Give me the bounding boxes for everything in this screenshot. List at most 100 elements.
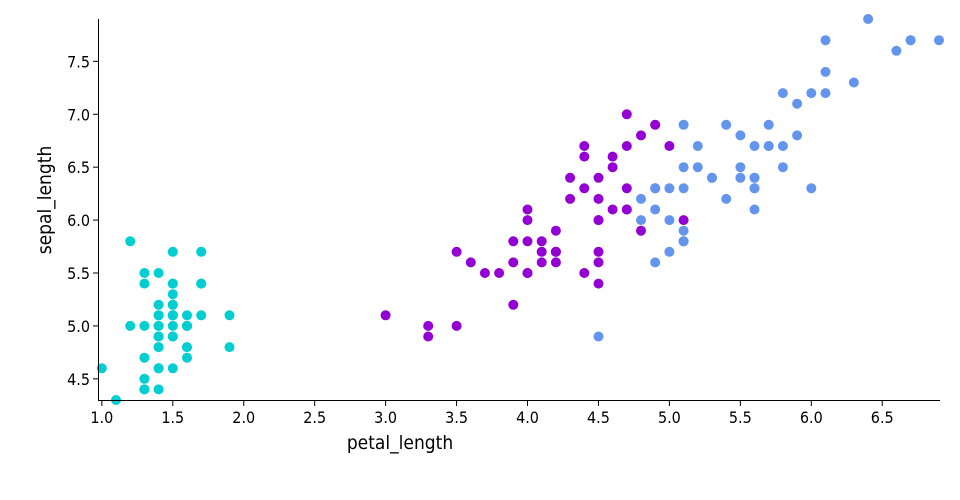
- data-point: [678, 236, 689, 247]
- data-point: [125, 236, 136, 247]
- x-tick-label: 5.0: [658, 408, 681, 427]
- data-point: [607, 162, 618, 173]
- x-tick-label: 1.0: [90, 408, 113, 427]
- data-point: [167, 310, 178, 321]
- data-point: [593, 215, 604, 226]
- data-point: [167, 331, 178, 342]
- data-point: [678, 162, 689, 173]
- data-point: [721, 193, 732, 204]
- data-point: [167, 320, 178, 331]
- data-point: [153, 320, 164, 331]
- data-point: [692, 162, 703, 173]
- data-point: [182, 342, 192, 353]
- x-tick-label: 6.0: [800, 408, 823, 427]
- data-point: [792, 130, 803, 141]
- data-point: [579, 151, 590, 162]
- data-point: [636, 225, 646, 236]
- data-point: [593, 246, 604, 257]
- x-tick-label: 5.5: [729, 408, 752, 427]
- data-point: [153, 363, 164, 374]
- data-point: [565, 172, 576, 183]
- data-point: [820, 66, 831, 77]
- data-point: [806, 183, 817, 194]
- data-point: [891, 45, 902, 56]
- data-point: [125, 320, 136, 331]
- data-point: [650, 119, 661, 130]
- data-point: [749, 172, 760, 183]
- data-point: [508, 257, 519, 268]
- data-point: [494, 268, 505, 278]
- y-tick-label: 6.0: [67, 211, 90, 230]
- data-point: [167, 246, 178, 257]
- data-point: [182, 320, 192, 331]
- data-point: [650, 257, 661, 268]
- data-point: [664, 215, 675, 226]
- data-point: [806, 88, 817, 99]
- data-point: [167, 363, 178, 374]
- data-point: [139, 373, 150, 384]
- data-point: [621, 183, 632, 194]
- y-tick-label: 6.5: [67, 158, 90, 177]
- data-point: [650, 204, 661, 215]
- data-point: [196, 310, 207, 321]
- data-point: [707, 172, 717, 183]
- data-point: [224, 310, 235, 321]
- x-axis-title: petal_length: [347, 432, 453, 454]
- data-point: [536, 246, 547, 257]
- x-tick-label: 3.0: [374, 408, 397, 427]
- data-point: [621, 141, 632, 151]
- data-point: [423, 331, 434, 342]
- data-point: [820, 88, 831, 99]
- x-axis-ticks: 1.0 1.5 2.0 2.5 3.0 3.5 4.0 4.5 5.0 5.5 6.0 6.5: [90, 400, 894, 427]
- data-point: [182, 352, 192, 363]
- data-point: [139, 320, 150, 331]
- x-tick-label: 2.5: [303, 408, 326, 427]
- data-point: [735, 162, 746, 173]
- y-tick-label: 4.5: [67, 370, 90, 389]
- data-point: [423, 320, 434, 331]
- data-point: [863, 14, 874, 24]
- data-point: [650, 183, 661, 194]
- data-point: [196, 246, 207, 257]
- y-axis-title: sepal_length: [34, 146, 56, 255]
- data-point: [167, 289, 178, 300]
- data-point: [153, 342, 164, 353]
- data-point: [621, 109, 632, 120]
- data-point: [196, 278, 207, 289]
- data-point: [451, 246, 462, 257]
- data-point: [749, 204, 760, 215]
- data-point: [934, 35, 944, 46]
- points-layer: [96, 14, 944, 405]
- data-point: [550, 225, 561, 236]
- data-point: [550, 246, 561, 257]
- data-point: [380, 310, 391, 321]
- data-point: [777, 141, 788, 151]
- y-tick-label: 7.0: [67, 105, 90, 124]
- data-point: [636, 130, 646, 141]
- data-point: [593, 331, 604, 342]
- data-point: [167, 299, 178, 310]
- data-point: [139, 268, 150, 278]
- data-point: [636, 193, 646, 204]
- data-point: [139, 384, 150, 395]
- data-point: [153, 299, 164, 310]
- y-tick-label: 5.5: [67, 264, 90, 283]
- y-tick-label: 5.0: [67, 317, 90, 336]
- data-point: [905, 35, 916, 46]
- data-point: [522, 236, 533, 247]
- y-tick-label: 7.5: [67, 52, 90, 71]
- data-point: [139, 352, 150, 363]
- data-point: [678, 225, 689, 236]
- x-tick-label: 2.0: [232, 408, 255, 427]
- data-point: [579, 183, 590, 194]
- data-point: [153, 384, 164, 395]
- data-point: [721, 119, 732, 130]
- data-point: [621, 204, 632, 215]
- data-point: [593, 257, 604, 268]
- data-point: [777, 162, 788, 173]
- x-tick-label: 3.5: [445, 408, 468, 427]
- x-tick-label: 6.5: [871, 408, 894, 427]
- data-point: [763, 141, 774, 151]
- data-point: [607, 204, 618, 215]
